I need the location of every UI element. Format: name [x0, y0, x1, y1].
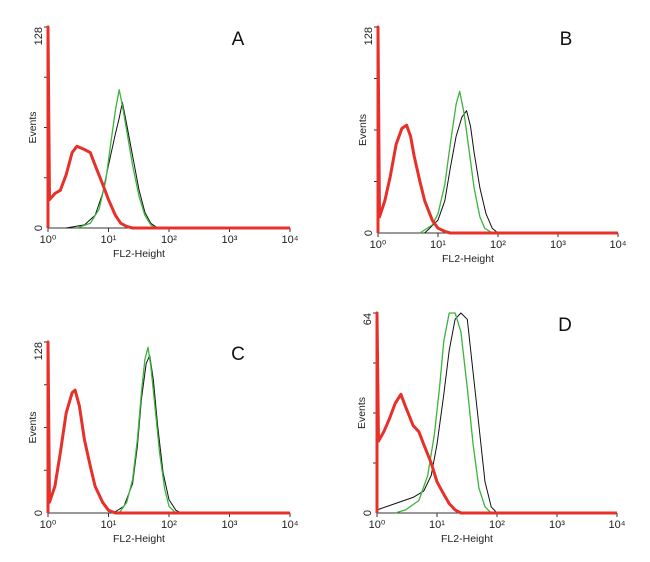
- panel-label: C: [231, 344, 245, 365]
- series-red-line: [46, 25, 290, 230]
- series-black-line: [113, 354, 182, 514]
- x-tick-label: 10⁰: [370, 239, 387, 251]
- panel-d: 10⁰ 10¹ 10² 10³ 10⁴ 0 64 FL2-Height Events D: [356, 311, 626, 545]
- series-red-line: [46, 340, 290, 515]
- panel-b: 10⁰ 10¹ 10² 10³ 10⁴ 0 128 FL2-Height Events B: [357, 25, 627, 265]
- y-axis-label: Events: [27, 111, 39, 143]
- panel-label: A: [232, 29, 245, 50]
- series-green-line: [394, 312, 492, 514]
- y-tick-label: 0: [33, 510, 45, 516]
- y-tick-label: 64: [362, 313, 374, 325]
- x-tick-label: 10¹: [429, 519, 445, 531]
- y-tick-label: 128: [33, 27, 45, 45]
- x-tick-label: 10²: [490, 239, 506, 251]
- y-tick-label: 128: [33, 342, 45, 360]
- x-tick-label: 10²: [161, 519, 177, 531]
- x-tick-label: 10³: [550, 239, 566, 251]
- series-red-line: [375, 311, 617, 515]
- panel-label: D: [558, 315, 572, 336]
- x-tick-label: 10²: [489, 519, 505, 531]
- series-black-line: [376, 312, 498, 514]
- x-tick-label: 10⁴: [609, 519, 626, 531]
- x-axis-label: FL2-Height: [441, 533, 493, 545]
- y-tick-label: 0: [33, 225, 45, 231]
- x-tick-label: 10⁴: [610, 239, 627, 251]
- x-tick-label: 10⁰: [40, 234, 57, 246]
- y-axis-label: Events: [357, 114, 369, 146]
- series-green-line: [118, 346, 177, 514]
- y-axis-label: Events: [356, 397, 368, 429]
- panel-c: 10⁰ 10¹ 10² 10³ 10⁴ 0 128 FL2-Height Events C: [27, 340, 299, 545]
- x-tick-label: 10¹: [101, 519, 117, 531]
- y-tick-label: 128: [363, 27, 375, 45]
- series-red-line: [376, 25, 618, 235]
- x-tick-label: 10⁰: [40, 519, 57, 531]
- panel-a: 10⁰ 10¹ 10² 10³ 10⁴ 0 128 FL2-Height Events A: [27, 25, 299, 260]
- x-tick-label: 10⁴: [282, 519, 299, 531]
- x-axis-label: FL2-Height: [113, 533, 165, 545]
- x-tick-label: 10⁴: [282, 234, 299, 246]
- x-tick-label: 10³: [222, 519, 238, 531]
- panel-label: B: [560, 29, 573, 50]
- x-axis-label: FL2-Height: [442, 253, 494, 265]
- x-tick-label: 10³: [222, 234, 238, 246]
- y-axis-label: Events: [27, 411, 39, 443]
- series-black-line: [424, 110, 499, 234]
- x-axis-label: FL2-Height: [113, 248, 165, 260]
- x-tick-label: 10¹: [430, 239, 446, 251]
- y-tick-label: 0: [362, 510, 374, 516]
- x-tick-label: 10¹: [101, 234, 117, 246]
- series-green-line: [419, 90, 493, 234]
- series-black-line: [66, 101, 158, 229]
- series-green-line: [76, 89, 156, 229]
- x-tick-label: 10²: [161, 234, 177, 246]
- y-tick-label: 0: [363, 230, 375, 236]
- x-tick-label: 10⁰: [369, 519, 386, 531]
- x-tick-label: 10³: [549, 519, 565, 531]
